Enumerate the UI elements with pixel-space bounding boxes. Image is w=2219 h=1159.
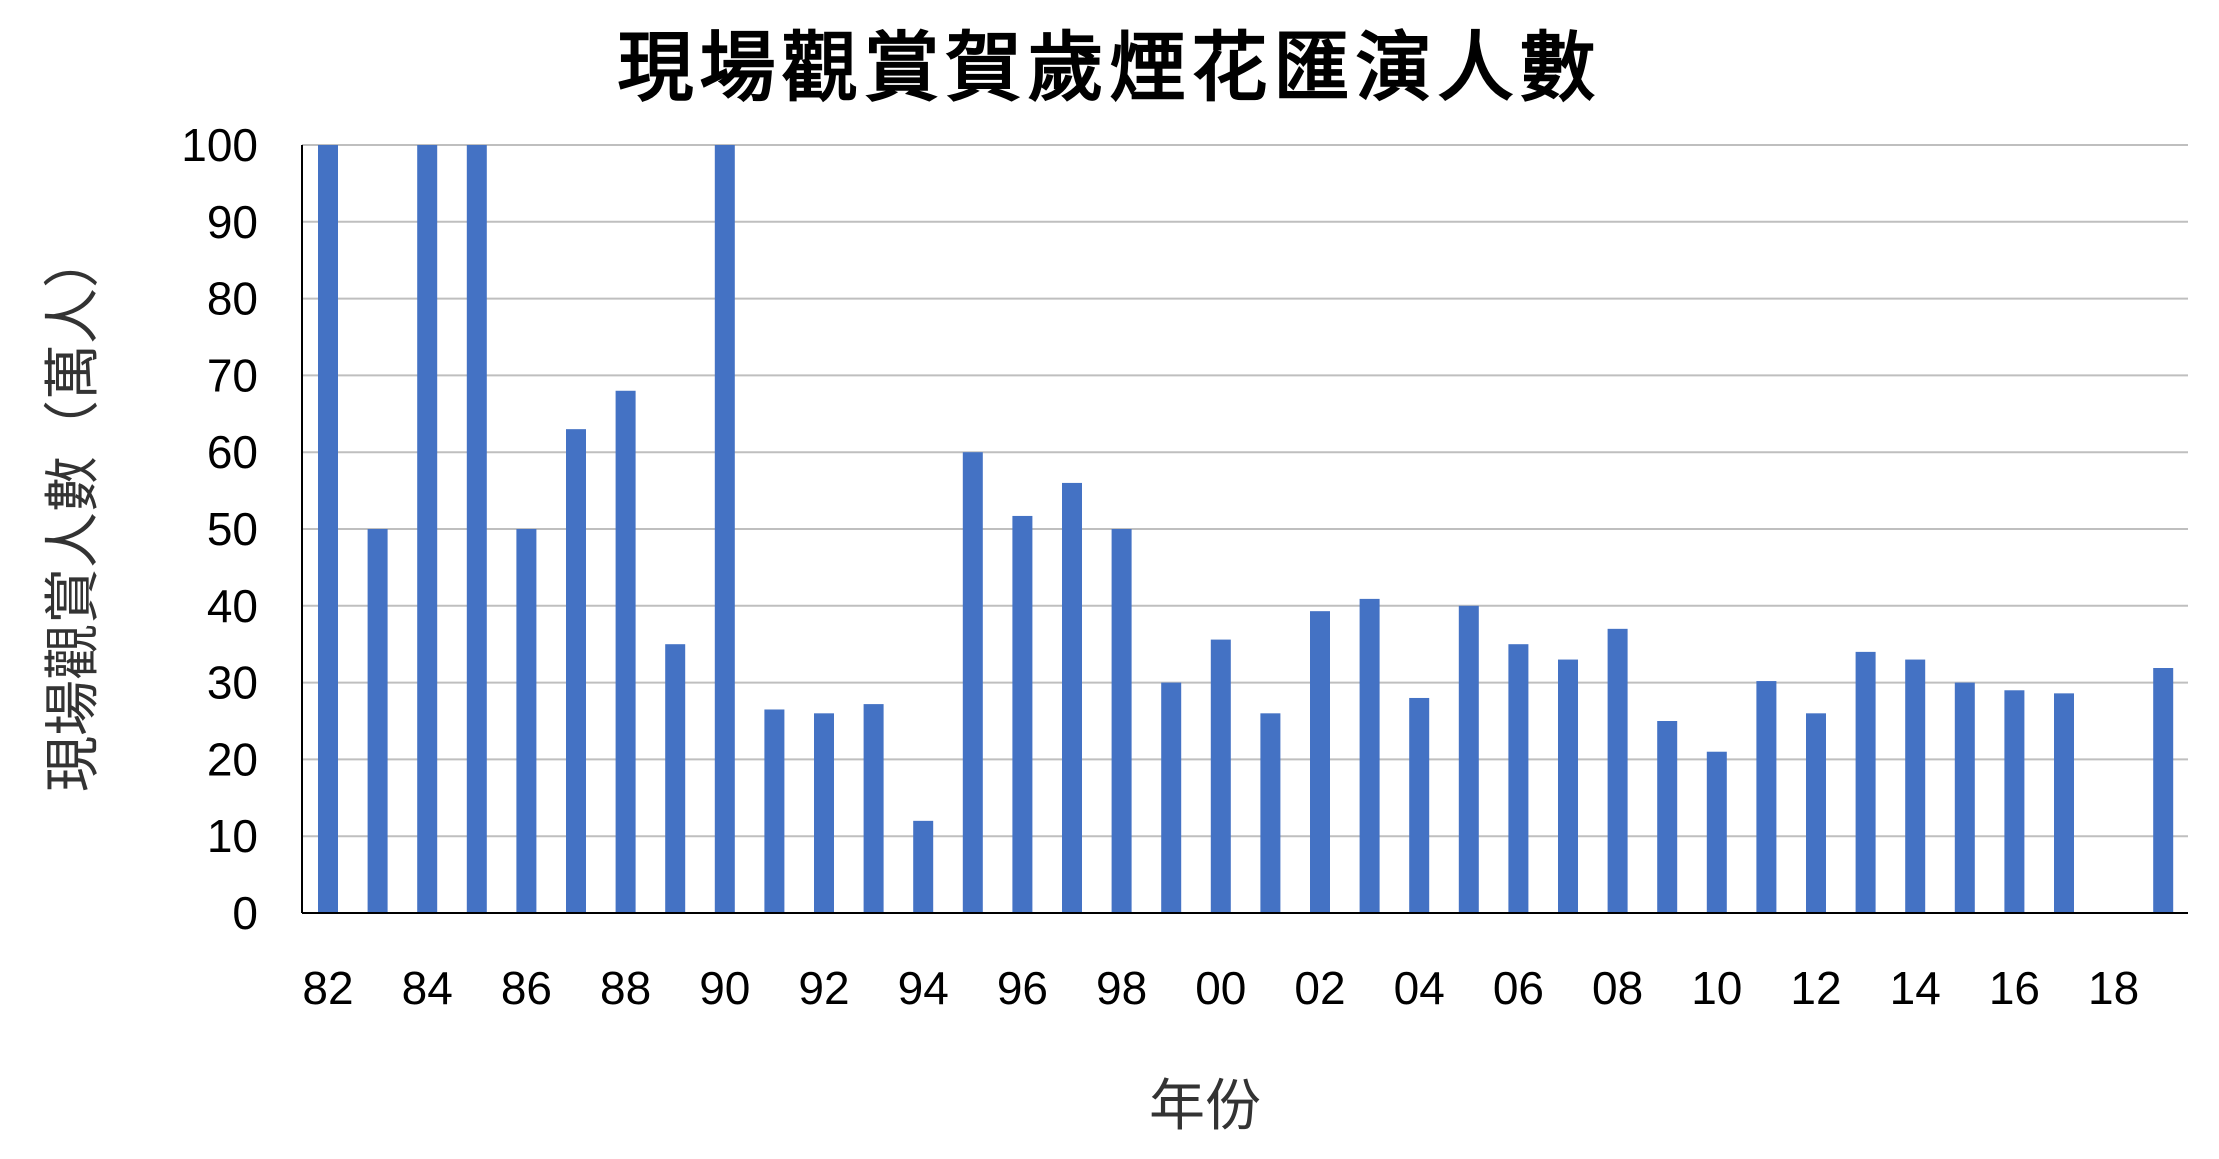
bar (1409, 697, 1430, 913)
bar (1756, 681, 1777, 913)
bar (1657, 721, 1678, 913)
y-tick-label: 70 (207, 349, 258, 401)
x-tick-label: 16 (1989, 962, 2040, 1014)
y-tick-label: 60 (207, 426, 258, 478)
bar (1855, 651, 1876, 913)
axes (301, 145, 2188, 914)
x-tick-label: 02 (1294, 962, 1345, 1014)
bar (814, 713, 834, 913)
y-tick-label: 10 (207, 810, 258, 862)
bar (367, 529, 388, 913)
y-tick-labels: 0 10 20 30 40 50 60 70 80 90 100 (181, 119, 258, 939)
bar (2054, 693, 2074, 913)
bar (1558, 659, 1578, 913)
bar (962, 452, 983, 913)
x-tick-label: 82 (302, 962, 353, 1014)
bar (1161, 682, 1182, 913)
x-tick-labels: 82 84 86 88 90 92 94 96 98 00 02 04 06 08 10 12 14 16 18 (302, 962, 2139, 1014)
bar (1458, 605, 1479, 913)
bar (2153, 668, 2174, 913)
x-tick-label: 10 (1691, 962, 1742, 1014)
y-tick-label: 40 (207, 580, 258, 632)
bar (1508, 644, 1529, 913)
bar (318, 145, 338, 913)
y-tick-label: 20 (207, 733, 258, 785)
bar (1607, 628, 1628, 913)
x-tick-label: 84 (402, 962, 453, 1014)
x-tick-label: 94 (898, 962, 949, 1014)
x-axis-title: 年份 (1149, 1074, 1261, 1139)
bar (665, 644, 686, 913)
x-tick-label: 88 (600, 962, 651, 1014)
bar (1359, 598, 1380, 913)
x-tick-label: 86 (501, 962, 552, 1014)
y-tick-label: 0 (232, 887, 258, 939)
bar (566, 429, 586, 913)
y-tick-label: 100 (181, 119, 258, 171)
bar (1954, 682, 1975, 913)
y-tick-label: 30 (207, 657, 258, 709)
x-tick-label: 92 (798, 962, 849, 1014)
bar (615, 390, 636, 913)
x-tick-label: 12 (1790, 962, 1841, 1014)
x-tick-label: 00 (1195, 962, 1246, 1014)
y-tick-label: 80 (207, 273, 258, 325)
bar (417, 145, 438, 913)
bar (2004, 690, 2025, 913)
bar (1062, 482, 1082, 913)
bar (1905, 659, 1926, 913)
y-tick-label: 50 (207, 503, 258, 555)
x-tick-label: 14 (1890, 962, 1941, 1014)
bars (318, 145, 2174, 913)
bar (1310, 611, 1330, 913)
bar (516, 529, 537, 913)
bar (1012, 515, 1033, 913)
x-tick-label: 90 (699, 962, 750, 1014)
y-tick-label: 90 (207, 196, 258, 248)
x-tick-label: 08 (1592, 962, 1643, 1014)
y-axis-title: 現場觀賞人數（萬人） (41, 232, 106, 792)
bar (466, 145, 487, 913)
chart-title: 現場觀賞賀歲煙花匯演人數 (617, 23, 1602, 112)
bar (863, 704, 884, 913)
bar (714, 145, 735, 913)
bar (1210, 639, 1231, 913)
bar (1111, 529, 1132, 913)
bar (913, 820, 934, 913)
x-tick-label: 04 (1394, 962, 1445, 1014)
bar (1706, 751, 1727, 913)
x-tick-label: 06 (1493, 962, 1544, 1014)
bar (764, 709, 785, 913)
bar (1806, 713, 1826, 913)
bar (1260, 713, 1281, 913)
x-tick-label: 98 (1096, 962, 1147, 1014)
x-tick-label: 96 (997, 962, 1048, 1014)
x-tick-label: 18 (2088, 962, 2139, 1014)
